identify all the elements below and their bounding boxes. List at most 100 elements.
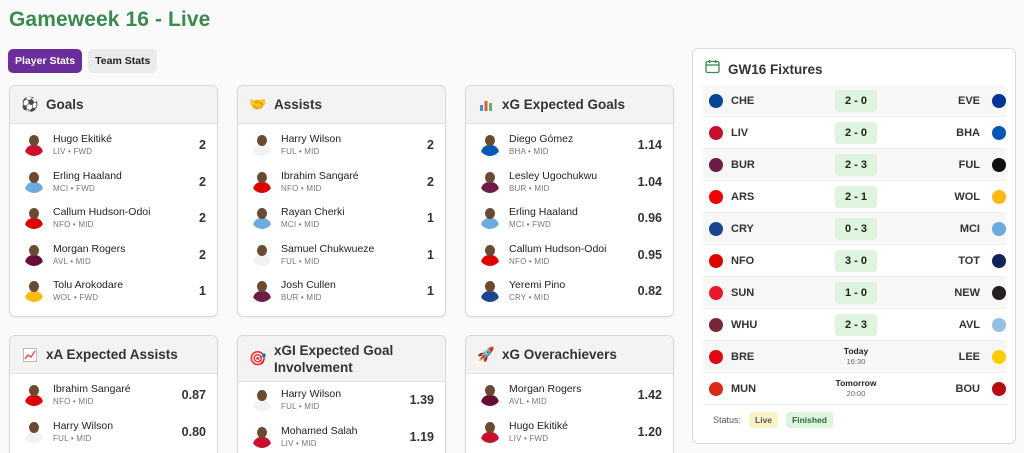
fixture-row[interactable]: SUN 1 - 0 NEW — [703, 277, 1006, 309]
away-team-badge-icon — [992, 125, 1006, 140]
avatar-shirt — [481, 254, 499, 266]
player-name: Erling Haaland — [509, 206, 578, 219]
away-team-name: AVL — [958, 318, 980, 331]
player-row[interactable]: Hugo Ekitiké LIV • FWD 2 — [10, 127, 217, 164]
fixture-row[interactable]: BRE Today 16:30 LEE — [703, 341, 1006, 373]
player-team-position: MCI • FWD — [53, 183, 95, 193]
avatar-head — [29, 244, 39, 256]
player-row[interactable]: Harry Wilson FUL • MID 1.39 — [238, 382, 445, 419]
player-info: Diego Gómez BHA • MID — [509, 133, 638, 157]
avatar-shirt — [481, 181, 499, 193]
stat-value: 2 — [427, 174, 434, 189]
player-row[interactable]: Rayan Cherki MCI • MID 1 — [238, 200, 445, 237]
away-team-badge-icon — [992, 317, 1006, 332]
fixtures-panel: GW16 Fixtures CHE 2 - 0 EVE LIV 2 - 0 BHA BUR 2… — [692, 48, 1016, 444]
player-avatar — [251, 244, 273, 266]
player-avatar — [23, 134, 45, 157]
player-row[interactable]: Ibrahim Sangaré NFO • MID 2 — [238, 164, 445, 201]
player-name: Morgan Rogers — [53, 242, 126, 255]
player-list: Harry Wilson FUL • MID 2 Ibrahim Sangaré NFO… — [238, 124, 445, 310]
player-row[interactable]: Hugo Ekitiké LIV • FWD 1.20 — [466, 414, 673, 451]
player-avatar — [479, 171, 501, 193]
away-team-name: NEW — [954, 286, 980, 299]
stat-value: 2 — [199, 174, 206, 189]
player-list: Morgan Rogers AVL • MID 1.42 Hugo Ekitiké LI… — [466, 374, 673, 450]
player-team-position: AVL • MID — [53, 256, 91, 266]
player-row[interactable]: Harry Wilson FUL • MID 0.80 — [10, 414, 217, 451]
player-row[interactable]: Josh Cullen BUR • MID 1 — [238, 273, 445, 310]
away-team-badge-icon — [992, 349, 1006, 364]
tab-team-stats[interactable]: Team Stats — [88, 49, 158, 73]
player-name: Harry Wilson — [281, 133, 342, 146]
stat-value: 1 — [427, 284, 434, 299]
away-team-name: MCI — [959, 222, 980, 235]
fixture-row[interactable]: CRY 0 - 3 MCI — [703, 213, 1006, 245]
avatar-shirt — [253, 218, 271, 230]
player-avatar — [479, 280, 501, 303]
player-row[interactable]: Harry Wilson FUL • MID 2 — [238, 127, 445, 164]
avatar-shirt — [481, 431, 499, 443]
home-team-badge-icon — [709, 317, 723, 332]
player-list: Diego Gómez BHA • MID 1.14 Lesley Ugochukwu… — [466, 124, 673, 310]
player-team-position: NFO • MID — [281, 183, 322, 193]
player-avatar — [23, 171, 45, 193]
player-list: Ibrahim Sangaré NFO • MID 0.87 Harry Wilson… — [10, 374, 217, 450]
stat-value: 0.82 — [637, 284, 662, 299]
player-row[interactable]: Erling Haaland MCI • FWD 2 — [10, 164, 217, 201]
fixture-row[interactable]: CHE 2 - 0 EVE — [703, 85, 1006, 117]
match-score: 1 - 0 — [835, 281, 877, 304]
player-row[interactable]: Morgan Rogers AVL • MID 1.42 — [466, 377, 673, 414]
fixture-row[interactable]: WHU 2 - 3 AVL — [703, 309, 1006, 341]
trend-chart-icon — [22, 347, 38, 363]
fixture-row[interactable]: LIV 2 - 0 BHA — [703, 117, 1006, 149]
player-name: Harry Wilson — [53, 419, 114, 432]
player-avatar — [251, 171, 273, 193]
player-row[interactable]: Erling Haaland MCI • FWD 0.96 — [466, 200, 673, 237]
player-info: Erling Haaland MCI • FWD — [53, 170, 199, 194]
fixtures-list: CHE 2 - 0 EVE LIV 2 - 0 BHA BUR 2 - 3 FUL ARS 2 - … — [703, 85, 1006, 405]
player-info: Callum Hudson-Odoi NFO • MID — [53, 206, 199, 230]
player-name: Hugo Ekitiké — [53, 133, 112, 146]
fixture-row[interactable]: ARS 2 - 1 WOL — [703, 181, 1006, 213]
status-label: Status: — [713, 415, 742, 425]
fixture-row[interactable]: BUR 2 - 3 FUL — [703, 149, 1006, 181]
player-row[interactable]: Tolu Arokodare WOL • FWD 1 — [10, 273, 217, 310]
player-info: Harry Wilson FUL • MID — [281, 133, 427, 157]
player-avatar — [251, 280, 273, 303]
player-row[interactable]: Callum Hudson-Odoi NFO • MID 2 — [10, 200, 217, 237]
player-name: Josh Cullen — [281, 279, 336, 292]
home-team-name: CHE — [731, 94, 755, 107]
player-row[interactable]: Callum Hudson-Odoi NFO • MID 0.95 — [466, 237, 673, 274]
home-team-badge-icon — [709, 349, 723, 364]
player-row[interactable]: Yeremi Pino CRY • MID 0.82 — [466, 273, 673, 310]
goals-card-title: Goals — [46, 97, 84, 112]
status-legend: Status: Live Finished — [713, 412, 833, 428]
stat-value: 0.95 — [637, 247, 662, 262]
player-row[interactable]: Ibrahim Sangaré NFO • MID 0.87 — [10, 377, 217, 414]
player-avatar — [479, 421, 501, 443]
player-info: Harry Wilson FUL • MID — [53, 420, 182, 444]
player-avatar — [479, 207, 501, 230]
fixture-row[interactable]: NFO 3 - 0 TOT — [703, 245, 1006, 277]
player-list: Hugo Ekitiké LIV • FWD 2 Erling Haaland MCI … — [10, 124, 217, 310]
tab-player-stats[interactable]: Player Stats — [8, 49, 83, 73]
player-row[interactable]: Lesley Ugochukwu BUR • MID 1.04 — [466, 164, 673, 201]
home-team-name: WHU — [731, 318, 758, 331]
avatar-head — [29, 385, 39, 397]
away-team-name: BHA — [956, 126, 980, 139]
avatar-head — [485, 244, 495, 256]
home-team-name: MUN — [731, 382, 757, 395]
stat-value: 1 — [427, 247, 434, 262]
home-team-badge-icon — [709, 253, 723, 268]
player-row[interactable]: Samuel Chukwueze FUL • MID 1 — [238, 237, 445, 274]
home-team-name: NFO — [731, 254, 755, 267]
player-row[interactable]: Diego Gómez BHA • MID 1.14 — [466, 127, 673, 164]
player-row[interactable]: Mohamed Salah LIV • MID 1.19 — [238, 419, 445, 453]
player-info: Lesley Ugochukwu BUR • MID — [509, 170, 638, 194]
player-row[interactable]: Morgan Rogers AVL • MID 2 — [10, 237, 217, 274]
home-team-name: ARS — [731, 190, 755, 203]
away-team-name: EVE — [957, 94, 980, 107]
fixture-row[interactable]: MUN Tomorrow 20:00 BOU — [703, 373, 1006, 405]
player-team-position: LIV • MID — [281, 438, 317, 448]
player-team-position: WOL • FWD — [53, 293, 99, 303]
